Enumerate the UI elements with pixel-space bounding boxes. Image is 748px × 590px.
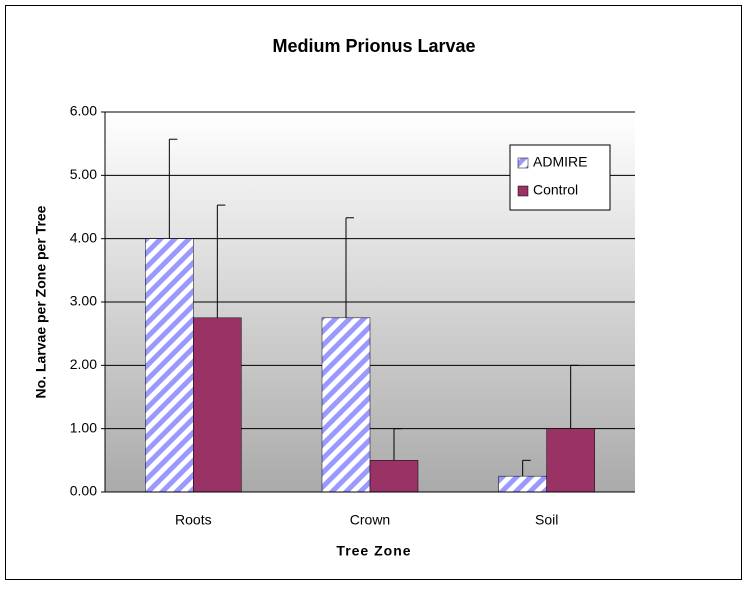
- legend-label: ADMIRE: [533, 154, 587, 170]
- y-tick-label: 2.00: [70, 356, 97, 372]
- legend-swatch: [517, 185, 529, 197]
- y-tick-label: 0.00: [70, 483, 97, 499]
- x-axis-label: Tree Zone: [336, 543, 411, 559]
- legend-box: [509, 144, 611, 211]
- y-tick-label: 1.00: [70, 419, 97, 435]
- legend-swatch: [517, 157, 529, 169]
- y-axis-label: No. Larvae per Zone per Tree: [33, 205, 49, 398]
- legend-label: Control: [533, 182, 578, 198]
- bar: [369, 460, 419, 493]
- bar: [498, 475, 547, 493]
- bar: [193, 317, 242, 493]
- chart-title: Medium Prionus Larvae: [272, 36, 475, 56]
- x-tick-label: Roots: [175, 512, 212, 528]
- bar: [321, 317, 371, 493]
- x-tick-label: Crown: [350, 512, 390, 528]
- y-tick-label: 3.00: [70, 293, 97, 309]
- y-tick-label: 4.00: [70, 229, 97, 245]
- y-tick-label: 6.00: [70, 103, 97, 119]
- y-tick-label: 5.00: [70, 166, 97, 182]
- bar: [546, 428, 595, 493]
- bar: [145, 238, 194, 493]
- x-tick-label: Soil: [535, 512, 558, 528]
